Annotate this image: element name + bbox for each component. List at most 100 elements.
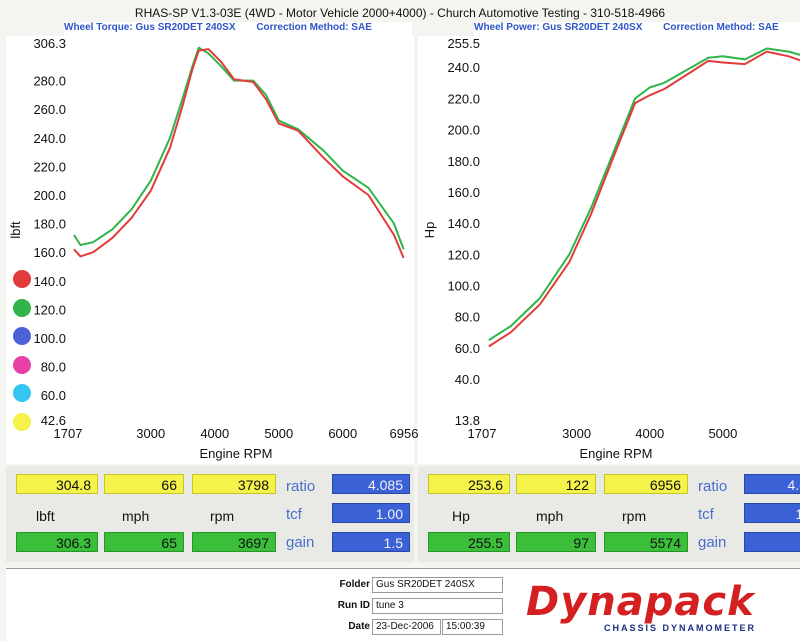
legend-color-dot [13, 327, 31, 345]
power-ratio-value: 4.0 [744, 474, 800, 494]
power-unit-label: Hp [452, 508, 470, 524]
power-y-tick-label: 120.0 [447, 247, 480, 262]
power-rpm-peak-value: 5574 [604, 532, 688, 552]
ratio-value: 4.085 [332, 474, 410, 494]
power-ratio-label: ratio [698, 478, 728, 495]
power-x-tick-label: 3000 [562, 426, 591, 441]
torque-y-tick-label: 80.0 [41, 360, 66, 375]
torque-readout-panel: 304.8 66 3798 lbft mph rpm 306.3 65 3697… [6, 466, 414, 562]
power-y-tick-label: 100.0 [447, 279, 480, 294]
power-subtitle-bar: Wheel Power: Gus SR20DET 240SX Correctio… [474, 22, 800, 36]
torque-x-tick-label: 4000 [200, 426, 229, 441]
power-plot-background [418, 36, 800, 464]
torque-peak-value: 306.3 [16, 532, 98, 552]
date-field: 23-Dec-2006 [372, 619, 441, 635]
torque-chart: 306.3 280.0 260.0 240.0 220.0 200.0 180.0 160.0… [6, 36, 418, 464]
time-field: 15:00:39 [442, 619, 503, 635]
gain-label: gain [286, 534, 315, 551]
power-y-tick-label: 140.0 [447, 216, 480, 231]
legend-color-dot [13, 298, 31, 317]
torque-y-tick-label: 220.0 [33, 159, 66, 174]
date-label: Date [348, 621, 370, 632]
torque-y-tick-label: 200.0 [33, 188, 66, 203]
torque-y-tick-label: 260.0 [33, 102, 66, 117]
tcf-value: 1.00 [332, 503, 410, 523]
folder-label: Folder [339, 579, 370, 590]
torque-y-tick-label: 140.0 [33, 274, 66, 289]
power-tcf-label: tcf [698, 506, 714, 523]
torque-x-axis-label: Engine RPM [200, 446, 273, 461]
torque-y-tick-label: 280.0 [33, 74, 66, 89]
power-series-line-red [488, 50, 800, 348]
power-x-tick-label: 5000 [708, 426, 737, 441]
power-correction-label: Correction Method: SAE [663, 22, 779, 33]
power-tcf-value: 1. [744, 503, 800, 523]
power-y-tick-label: 240.0 [447, 60, 480, 75]
power-chart: 255.5 240.0 220.0 200.0 180.0 160.0 140.0 120.0… [418, 36, 800, 464]
rpm-peak-value: 3697 [192, 532, 276, 552]
power-y-tick-label: 255.5 [447, 36, 480, 51]
gain-value: 1.5 [332, 532, 410, 552]
torque-y-axis-label: lbft [8, 221, 23, 239]
power-run-label: Wheel Power: Gus SR20DET 240SX [474, 22, 643, 33]
power-gain-label: gain [698, 534, 727, 551]
power-y-tick-label: 200.0 [447, 123, 480, 138]
torque-series-line-red [73, 48, 405, 259]
torque-x-tick-label: 5000 [264, 426, 293, 441]
power-gain-value: ( [744, 532, 800, 552]
power-y-tick-label: 40.0 [455, 372, 480, 387]
speed-unit-label: mph [122, 508, 150, 524]
dynapack-logo-subtitle: CHASSIS DYNAMOMETER [604, 623, 757, 633]
power-y-tick-label: 160.0 [447, 185, 480, 200]
torque-correction-label: Correction Method: SAE [256, 22, 372, 33]
legend-color-dot [13, 270, 31, 288]
torque-y-tick-label: 120.0 [33, 302, 66, 317]
dyno-charts: 306.3 280.0 260.0 240.0 220.0 200.0 180.0 160.0… [6, 36, 800, 464]
power-current-value: 253.6 [428, 474, 510, 494]
power-y-tick-label: 60.0 [455, 341, 480, 356]
folder-field: Gus SR20DET 240SX [372, 577, 503, 593]
torque-unit-label: lbft [36, 508, 55, 524]
torque-y-tick-label: 306.3 [33, 36, 66, 51]
power-y-tick-label: 13.8 [455, 413, 480, 428]
power-x-tick-label: 4000 [635, 426, 664, 441]
power-readout-panel: 253.6 122 6956 Hp mph rpm 255.5 97 5574 … [418, 466, 800, 562]
power-y-axis-label: Hp [422, 222, 437, 239]
torque-x-tick-label: 3000 [136, 426, 165, 441]
torque-y-tick-label: 42.6 [41, 413, 66, 428]
power-series-line-green [488, 47, 800, 341]
torque-subtitle-bar: Wheel Torque: Gus SR20DET 240SX Correcti… [64, 22, 412, 36]
legend-color-dot [13, 355, 31, 374]
rpm-current-value: 3798 [192, 474, 276, 494]
legend-color-dot [13, 412, 31, 431]
power-x-axis-label: Engine RPM [580, 446, 653, 461]
run-info-footer: Folder Gus SR20DET 240SX Run ID tune 3 D… [6, 568, 800, 641]
torque-y-tick-label: 100.0 [33, 331, 66, 346]
ratio-label: ratio [286, 478, 316, 495]
power-speed-unit-label: mph [536, 508, 564, 524]
power-y-tick-label: 180.0 [447, 154, 480, 169]
tcf-label: tcf [286, 506, 302, 523]
power-x-tick-label: 1707 [468, 426, 497, 441]
torque-y-tick-label: 180.0 [33, 217, 66, 232]
dynapack-logo: Dynapack [526, 579, 755, 625]
torque-x-tick-label: 1707 [54, 426, 83, 441]
torque-y-tick-label: 60.0 [41, 388, 66, 403]
torque-x-tick-label: 6956 [390, 426, 419, 441]
rpm-unit-label: rpm [210, 508, 235, 524]
power-rpm-unit-label: rpm [622, 508, 647, 524]
power-speed-current-value: 122 [516, 474, 596, 494]
window-title: RHAS-SP V1.3-03E (4WD - Motor Vehicle 20… [134, 6, 666, 20]
power-y-tick-label: 80.0 [455, 310, 480, 325]
runid-field: tune 3 [372, 598, 503, 614]
torque-plot-background [6, 36, 414, 464]
power-speed-peak-value: 97 [516, 532, 596, 552]
legend-color-dot [13, 384, 31, 402]
torque-current-value: 304.8 [16, 474, 98, 494]
runid-label: Run ID [337, 600, 370, 611]
torque-y-tick-label: 160.0 [33, 245, 66, 260]
torque-series-line-green [73, 46, 405, 250]
power-peak-value: 255.5 [428, 532, 510, 552]
speed-peak-value: 65 [104, 532, 184, 552]
torque-run-label: Wheel Torque: Gus SR20DET 240SX [64, 22, 236, 33]
